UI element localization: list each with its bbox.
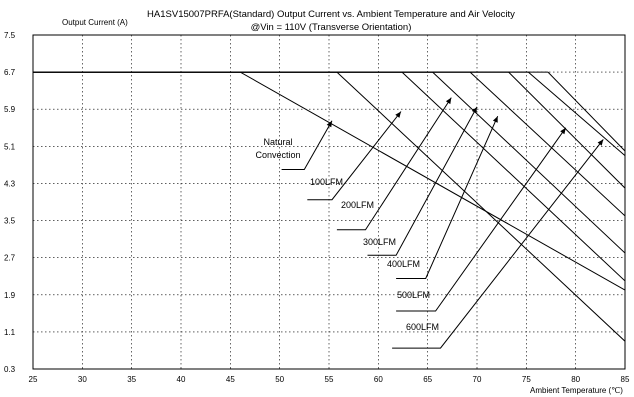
annotation-300lfm: 300LFM: [363, 237, 396, 247]
y-tick-label: 1.1: [4, 328, 16, 337]
x-tick-label: 70: [473, 375, 482, 384]
annotation-100lfm: 100LFM: [310, 177, 343, 187]
x-tick-label: 25: [29, 375, 38, 384]
y-tick-label: 1.9: [4, 291, 16, 300]
axis-ticks: 25 30 35 40 45 50 55 60 65 70 75 80 85 7.5 6.7 5.9 5.1 4.…: [4, 31, 630, 384]
leader-arrowhead-3: [445, 97, 452, 105]
x-tick-label: 75: [522, 375, 531, 384]
chart-title: HA1SV15007PRFA(Standard) Output Current …: [147, 9, 515, 20]
leader-line-6: [396, 127, 567, 312]
x-tick-label: 85: [621, 375, 630, 384]
leader-arrowhead-6: [560, 127, 566, 135]
leader-arrowhead-7: [597, 139, 604, 146]
leader-line-3: [336, 97, 452, 231]
x-tick-label: 65: [423, 375, 432, 384]
leader-line-4: [367, 106, 478, 256]
annotation-600lfm: 600LFM: [406, 322, 439, 332]
y-tick-label: 0.3: [4, 365, 16, 374]
annotation-leaders: [281, 97, 604, 349]
x-tick-label: 30: [78, 375, 87, 384]
leader-line-7: [392, 139, 604, 349]
y-tick-label: 3.5: [4, 217, 16, 226]
leader-arrowhead-0: [326, 120, 332, 128]
y-axis-label: Output Current (A): [62, 18, 128, 27]
y-tick-label: 5.9: [4, 105, 16, 114]
y-tick-label: 7.5: [4, 31, 16, 40]
series-lines: [33, 71, 625, 342]
x-tick-label: 45: [226, 375, 235, 384]
leader-line-0: [281, 120, 333, 170]
plot-frame: [32, 34, 626, 370]
x-tick-label: 55: [325, 375, 334, 384]
x-tick-label: 80: [571, 375, 580, 384]
y-tick-label: 4.3: [4, 179, 16, 188]
leader-line-2: [307, 111, 402, 201]
annotation-500lfm: 500LFM: [397, 290, 430, 300]
x-tick-label: 40: [177, 375, 186, 384]
y-tick-label: 2.7: [4, 254, 16, 263]
leader-line-5: [396, 115, 499, 279]
y-tick-label: 6.7: [4, 68, 16, 77]
grid-lines: [32, 34, 626, 370]
annotation-200lfm: 200LFM: [341, 200, 374, 210]
leader-arrowhead-5: [492, 116, 498, 123]
y-tick-label: 5.1: [4, 142, 16, 151]
chart-subtitle: @Vin = 110V (Transverse Orientation): [251, 22, 412, 33]
annotation-400lfm: 400LFM: [387, 259, 420, 269]
leader-arrowhead-4: [471, 106, 477, 114]
x-axis-label: Ambient Temperature (℃): [530, 386, 623, 395]
x-tick-label: 35: [127, 375, 136, 384]
x-tick-label: 50: [275, 375, 284, 384]
x-tick-label: 60: [374, 375, 383, 384]
annotation-convection: Convection: [255, 150, 300, 160]
series-line-7: [33, 71, 625, 152]
leader-arrowhead-2: [395, 111, 401, 118]
annotation-natural: Natural: [263, 137, 292, 147]
series-line-5: [33, 71, 625, 189]
